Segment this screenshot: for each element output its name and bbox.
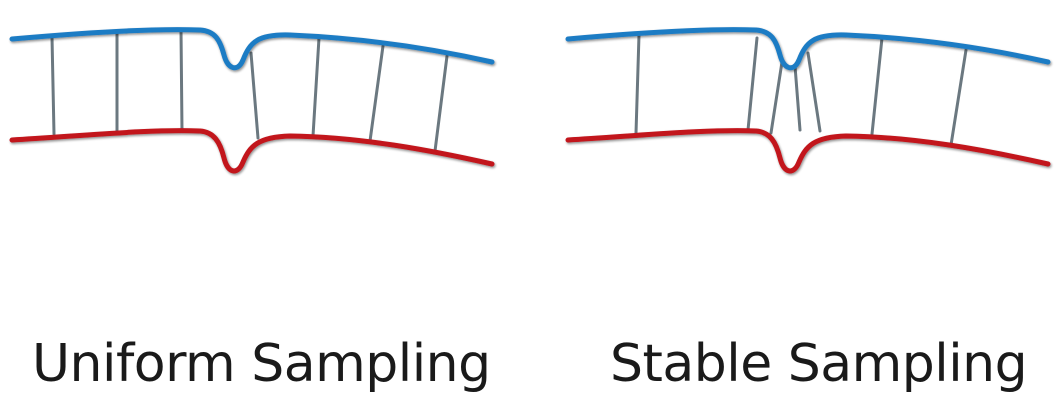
uniform-sampling-caption: Uniform Sampling — [32, 334, 491, 394]
uniform-top-curve — [9, 27, 495, 71]
stable-panel — [565, 27, 1051, 174]
stable-connector — [746, 36, 759, 132]
uniform-connector — [311, 36, 321, 138]
uniform-bottom-curve — [9, 128, 495, 174]
uniform-connectors — [50, 28, 449, 153]
uniform-panel — [9, 27, 495, 174]
stable-connectors — [634, 33, 968, 147]
uniform-connector — [433, 54, 449, 153]
stable-bottom-curve — [565, 128, 1051, 174]
stable-connector — [793, 64, 802, 132]
uniform-connector — [50, 35, 56, 136]
stable-connector — [769, 60, 784, 135]
stable-connector — [634, 33, 641, 135]
stable-connector — [806, 51, 822, 133]
stable-sampling-caption: Stable Sampling — [610, 334, 1028, 394]
stable-connector — [949, 48, 968, 147]
stable-top-curve — [565, 27, 1051, 71]
stable-connector — [870, 36, 884, 136]
uniform-connector — [368, 44, 385, 143]
uniform-connector — [249, 51, 260, 140]
uniform-connector — [179, 28, 184, 133]
